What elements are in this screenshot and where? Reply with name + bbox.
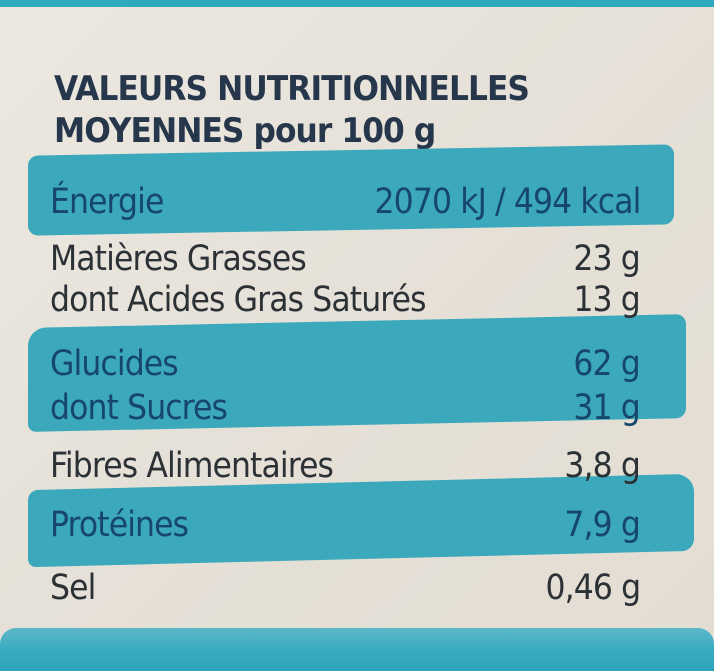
bottom-teal-edge — [0, 628, 714, 671]
saturated-fat-value: 13 g — [573, 280, 640, 320]
protein-label: Protéines — [50, 505, 189, 545]
energy-value: 2070 kJ / 494 kcal — [374, 182, 641, 222]
saturated-fat-row: dont Acides Gras Saturés 13 g — [50, 278, 641, 322]
carbohydrates-value: 62 g — [573, 344, 640, 384]
energy-label: Énergie — [50, 182, 164, 222]
sugars-row: dont Sucres 31 g — [50, 386, 641, 430]
sugars-label: dont Sucres — [50, 388, 228, 428]
salt-label: Sel — [50, 568, 96, 608]
protein-value: 7,9 g — [564, 505, 641, 545]
fat-row: Matières Grasses 23 g — [50, 237, 641, 281]
fiber-label: Fibres Alimentaires — [50, 446, 334, 486]
sugars-value: 31 g — [573, 388, 640, 428]
energy-row: Énergie 2070 kJ / 494 kcal — [50, 180, 641, 224]
table-title: VALEURS NUTRITIONNELLES MOYENNES pour 10… — [54, 68, 532, 152]
title-line-2: MOYENNES pour 100 g — [54, 111, 436, 151]
fat-value: 23 g — [573, 239, 640, 279]
fiber-value: 3,8 g — [564, 446, 641, 486]
fiber-row: Fibres Alimentaires 3,8 g — [50, 444, 641, 488]
title-line-1: VALEURS NUTRITIONNELLES — [54, 69, 530, 109]
carbohydrates-row: Glucides 62 g — [50, 342, 641, 386]
saturated-fat-label: dont Acides Gras Saturés — [50, 280, 427, 320]
carbohydrates-label: Glucides — [50, 344, 179, 384]
salt-row: Sel 0,46 g — [50, 566, 641, 610]
protein-row: Protéines 7,9 g — [50, 503, 641, 547]
salt-value: 0,46 g — [545, 568, 641, 608]
fat-label: Matières Grasses — [50, 239, 307, 279]
top-teal-edge — [0, 0, 714, 7]
